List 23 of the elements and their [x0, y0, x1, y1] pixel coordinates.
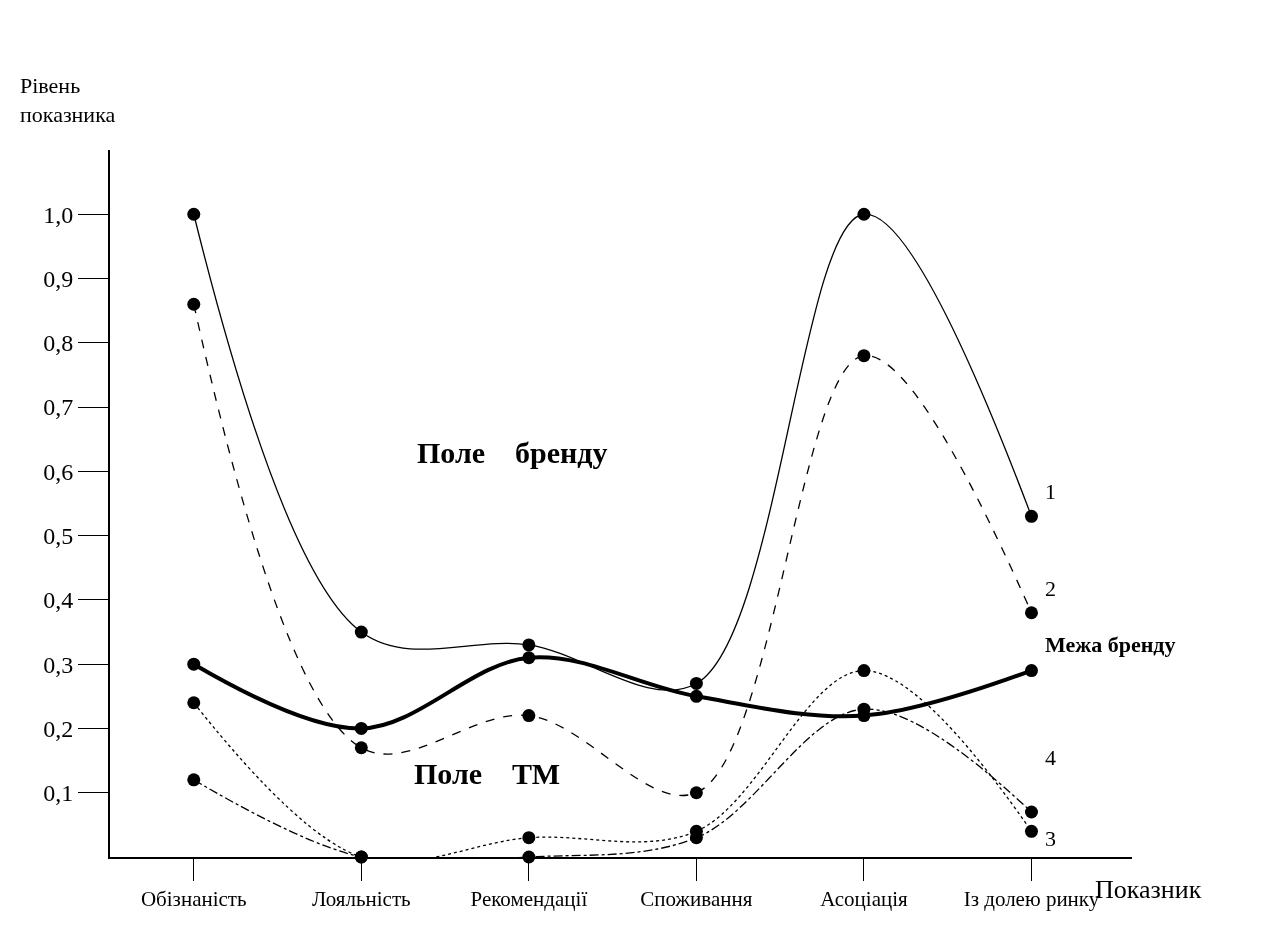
y-tick-label: 0,9 — [43, 265, 74, 292]
x-tick-label: Споживання — [640, 887, 753, 912]
x-tick-label: Рекомендації — [470, 887, 588, 912]
y-tick-label: 0,6 — [43, 458, 74, 485]
y-tick-label: 0,4 — [43, 587, 74, 614]
y-tick-label: 1,0 — [43, 201, 74, 228]
x-tick-label: Асоціація — [820, 887, 909, 912]
series-label: 1 — [1045, 479, 1056, 504]
x-tick-label: Лояльність — [311, 887, 411, 912]
y-tick-label: 0,7 — [43, 394, 74, 421]
series-label: 3 — [1045, 826, 1056, 851]
y-tick-label: 0,1 — [43, 780, 74, 807]
y-tick-label: 0,5 — [43, 523, 74, 550]
series-label: 2 — [1045, 576, 1056, 601]
series-label: Межа бренду — [1045, 632, 1176, 657]
y-axis-title: Рівень показника — [20, 73, 116, 127]
annotation: Поле бренду — [417, 436, 608, 469]
series-label: 4 — [1045, 745, 1056, 770]
y-tick-label: 0,3 — [43, 651, 74, 678]
x-tick-label: Обізнаність — [140, 887, 247, 912]
y-tick-label: 0,8 — [43, 330, 74, 357]
annotation: Поле ТМ — [414, 757, 561, 790]
y-tick-label: 0,2 — [43, 715, 74, 742]
